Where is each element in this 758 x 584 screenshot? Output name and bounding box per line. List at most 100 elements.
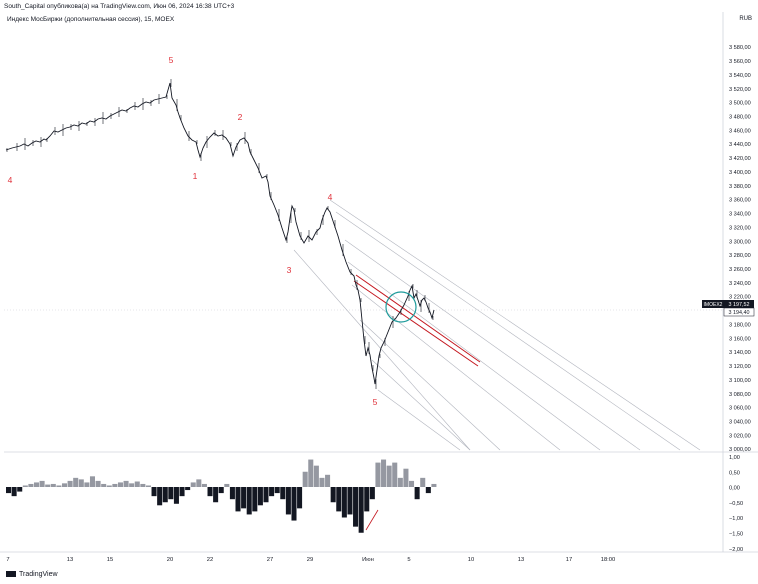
fan-trend-line — [347, 261, 601, 451]
price-tick-label: 3 060,00 — [729, 406, 751, 412]
price-tick-label: 3 040,00 — [729, 419, 751, 425]
oscillator-bar — [17, 487, 23, 492]
oscillator-bar — [246, 487, 252, 515]
oscillator-bar — [420, 477, 426, 487]
fan-trend-line — [329, 199, 701, 451]
oscillator-bar — [168, 487, 174, 500]
oscillator-bar — [39, 480, 45, 487]
oscillator-bar — [50, 483, 56, 487]
wave-label: 5 — [169, 55, 174, 65]
oscillator-axis[interactable]: 1,00 0,50 0,00 −0,50 −1,00 −1,50 −2,00 — [729, 455, 743, 553]
oscillator-bar — [145, 485, 151, 488]
price-tick-label: 3 080,00 — [729, 392, 751, 398]
oscillator-bar — [11, 487, 17, 497]
time-tick-label: 15 — [107, 557, 113, 563]
price-tick-label: 3 160,00 — [729, 336, 751, 342]
price-badges: IMOEX2 3 197,52 3 194,40 — [702, 300, 755, 317]
oscillator-bar — [302, 471, 308, 487]
oscillator-bar — [297, 487, 303, 509]
price-series — [5, 79, 435, 389]
price-tick-label: 3 460,00 — [729, 128, 751, 134]
wave-label: 4 — [328, 192, 333, 202]
fan-trend-line — [359, 319, 501, 451]
oscillator-bar — [22, 485, 28, 488]
oscillator-bar — [123, 480, 129, 487]
price-line — [5, 82, 435, 385]
oscillator-bar — [397, 477, 403, 487]
price-axis[interactable]: 3 580,00 3 560,00 3 540,00 3 520,00 3 500,00… — [729, 45, 751, 453]
symbol-badge-bg — [702, 300, 724, 308]
oscillator-bar — [263, 487, 269, 503]
brand-text: TradingView — [19, 571, 58, 578]
symbol-badge-label: IMOEX2 — [704, 302, 723, 308]
price-tick-label: 3 260,00 — [729, 267, 751, 273]
wave-label: 3 — [287, 265, 292, 275]
channel-upper-line — [355, 274, 481, 363]
oscillator-tick-label: 0,50 — [729, 470, 740, 476]
oscillator-bar — [403, 468, 409, 487]
fan-trend-line — [351, 284, 561, 451]
time-tick-label: 18:00 — [601, 557, 616, 563]
time-tick-label: 29 — [307, 557, 313, 563]
oscillator-bar — [207, 487, 213, 497]
oscillator-bar — [84, 482, 90, 488]
price-tick-label: 3 380,00 — [729, 184, 751, 190]
fan-trend-line — [344, 239, 641, 451]
oscillator-bar — [381, 459, 387, 487]
price-tick-label: 3 180,00 — [729, 322, 751, 328]
wave-label: 2 — [238, 112, 243, 122]
oscillator-tick-label: −2,00 — [729, 547, 743, 553]
time-tick-label: 17 — [566, 557, 572, 563]
oscillator-bar — [369, 487, 375, 500]
channel-lower-line — [353, 280, 479, 367]
oscillator-bar — [185, 487, 191, 491]
time-tick-label: 22 — [207, 557, 213, 563]
oscillator-bar — [280, 487, 286, 500]
oscillator-bar — [173, 487, 179, 504]
currency-label[interactable]: RUB — [739, 16, 752, 22]
oscillator-bar — [106, 485, 112, 488]
oscillator-bar — [117, 482, 123, 488]
chart-frame — [0, 12, 758, 553]
price-tick-label: 3 320,00 — [729, 225, 751, 231]
oscillator-bar — [392, 462, 398, 487]
attribution-text: South_Capital опубликова(а) на TradingVi… — [4, 3, 235, 10]
price-tick-label: 3 360,00 — [729, 198, 751, 204]
oscillator-pane — [6, 459, 437, 533]
oscillator-bar — [73, 477, 79, 487]
oscillator-bar — [190, 482, 196, 488]
oscillator-bar — [61, 483, 68, 487]
price-tick-label: 3 540,00 — [729, 73, 751, 79]
price-tick-label: 3 300,00 — [729, 239, 751, 245]
tradingview-brand[interactable]: TradingView — [6, 571, 58, 578]
oscillator-bar — [425, 487, 431, 494]
oscillator-bar — [201, 483, 207, 487]
oscillator-bar — [151, 487, 157, 497]
oscillator-bar — [291, 487, 297, 521]
price-tick-label: 3 580,00 — [729, 45, 751, 51]
time-tick-label: 20 — [167, 557, 173, 563]
symbol-legend[interactable]: Индекс МосБиржи (дополнительная сессия),… — [7, 16, 175, 23]
oscillator-bar — [285, 487, 291, 515]
oscillator-tick-label: −0,50 — [729, 501, 743, 507]
oscillator-bar — [364, 487, 370, 512]
oscillator-bar — [336, 487, 342, 512]
oscillator-bar — [341, 487, 347, 518]
oscillator-bar — [409, 480, 415, 487]
price-tick-label: 3 480,00 — [729, 115, 751, 121]
oscillator-bar — [56, 485, 62, 488]
oscillator-bar — [129, 483, 135, 487]
time-tick-label: 5 — [407, 557, 410, 563]
oscillator-tick-label: 1,00 — [729, 455, 740, 461]
price-tick-label: 3 240,00 — [729, 281, 751, 287]
time-tick-label: 7 — [6, 557, 9, 563]
oscillator-bar — [325, 474, 331, 487]
price-tick-label: 3 520,00 — [729, 87, 751, 93]
oscillator-bar — [224, 483, 230, 487]
close-price-badge-bg — [723, 307, 755, 317]
time-axis[interactable]: 7 13 15 20 22 27 29 Июн 5 10 13 17 18:00 — [6, 557, 615, 563]
last-price-badge: 3 197,52 — [729, 302, 750, 308]
oscillator-bar — [235, 487, 241, 512]
